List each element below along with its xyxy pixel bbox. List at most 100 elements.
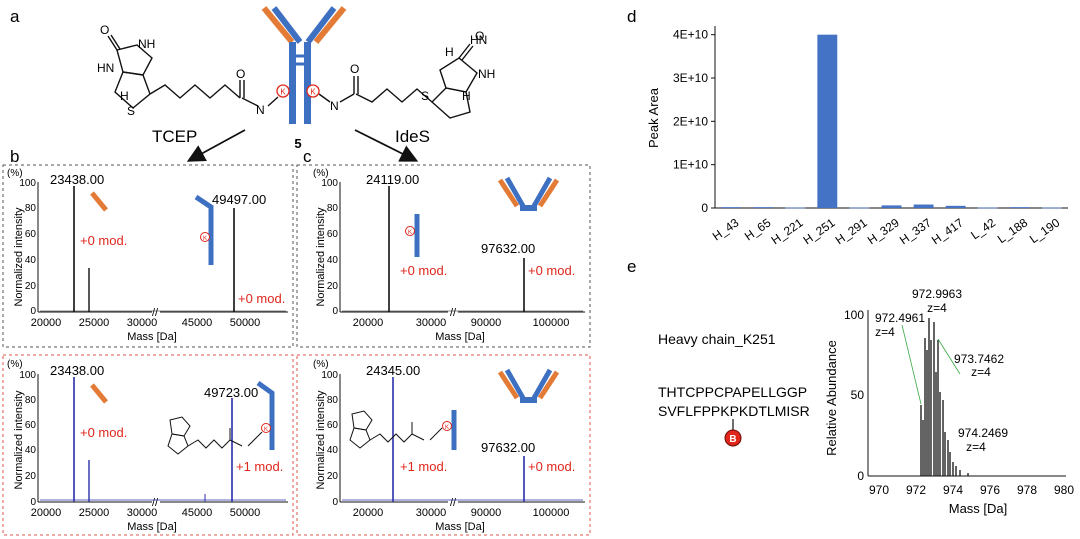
box-b-top — [2, 164, 294, 348]
mod-label-2: +0 mod. — [528, 263, 575, 278]
svg-text:60: 60 — [25, 229, 37, 240]
atom-h-left: H — [120, 89, 129, 103]
svg-text:976: 976 — [980, 483, 1000, 497]
x-axis-label: Mass [Da] — [435, 331, 485, 343]
y-axis-label: Normalized intensity — [315, 207, 327, 307]
atom-hn-right: HN — [470, 33, 487, 47]
biotin-structure-left — [107, 34, 279, 109]
heavy-chain-icon — [256, 380, 275, 450]
atom-o-left: O — [100, 23, 109, 37]
svg-text:30000: 30000 — [127, 317, 158, 329]
svg-text:0: 0 — [332, 306, 338, 317]
box-b-bottom — [2, 354, 294, 536]
svg-text:30000: 30000 — [416, 317, 447, 329]
atom-h-right-top: H — [445, 45, 454, 59]
peak-label-1: 24345.00 — [366, 363, 420, 378]
svg-text:K: K — [264, 427, 268, 433]
atom-hn-left: HN — [97, 61, 114, 75]
svg-text:20000: 20000 — [31, 507, 62, 519]
y-tick-label: 4E+10 — [673, 28, 708, 42]
bar-h-251 — [817, 34, 838, 208]
mod-label-2: +0 mod. — [528, 459, 575, 474]
svg-text:80: 80 — [25, 203, 37, 214]
peak-label-1: 23438.00 — [50, 172, 104, 187]
svg-text:974: 974 — [943, 483, 963, 497]
x-axis-label: Mass [Da] — [435, 521, 485, 533]
svg-text:20: 20 — [327, 281, 339, 292]
box-c-bottom — [296, 354, 591, 536]
atom-o-amide-right: O — [350, 62, 359, 76]
x-tick-label: H_65 — [742, 215, 774, 243]
svg-text:40: 40 — [327, 255, 339, 266]
biotin-small-icon — [349, 410, 443, 449]
svg-text:100000: 100000 — [533, 317, 570, 329]
peptide-title: Heavy chain_K251 — [658, 331, 776, 347]
svg-text:40: 40 — [25, 255, 37, 266]
svg-text:K: K — [203, 236, 207, 242]
atom-nh-right: NH — [478, 67, 495, 81]
atom-nh-left-top: NH — [138, 37, 155, 51]
chart-bars — [721, 34, 1062, 209]
y-unit: (%) — [7, 359, 23, 370]
bar-l-190 — [1042, 207, 1062, 209]
svg-text:100: 100 — [19, 370, 36, 381]
biotin-structure-right — [318, 43, 478, 119]
svg-text:100: 100 — [321, 370, 338, 381]
svg-text:0: 0 — [332, 497, 338, 508]
x-tick-label: H_417 — [929, 215, 966, 247]
svg-text:20: 20 — [327, 471, 339, 482]
svg-text:100000: 100000 — [533, 507, 570, 519]
panel-label-a: a — [10, 7, 20, 26]
bar-h-221 — [785, 207, 806, 209]
ann-peak-4-z: z=4 — [966, 440, 986, 454]
ann-peak-3-z: z=4 — [971, 365, 991, 379]
svg-text:40: 40 — [327, 445, 339, 456]
chart-y-label: Peak Area — [646, 87, 661, 148]
x-axis-label: Mass [Da] — [127, 331, 177, 343]
svg-text:978: 978 — [1017, 483, 1037, 497]
x-tick-label: H_43 — [710, 215, 742, 243]
y-unit: (%) — [313, 359, 329, 370]
panel-e: e Heavy chain_K251 THTCPPCPAPELLGGP SVFL… — [627, 257, 1074, 516]
svg-text://: // — [450, 307, 457, 319]
svg-text:20000: 20000 — [353, 507, 384, 519]
svg-text:80: 80 — [327, 395, 339, 406]
panel-label-d: d — [627, 7, 636, 26]
x-tick-label: H_251 — [801, 215, 838, 247]
svg-text:0: 0 — [857, 469, 864, 483]
biotin-badge-label: B — [729, 434, 736, 445]
peak-label-1: 23438.00 — [50, 363, 104, 378]
peak-label-2: 97632.00 — [481, 440, 535, 455]
svg-text:60: 60 — [327, 229, 339, 240]
ann-peak-2-z: z=4 — [875, 325, 895, 339]
mod-label-1: +0 mod. — [400, 263, 447, 278]
x-tick-label: L_190 — [1027, 215, 1063, 246]
lysine-k-left: K — [280, 88, 286, 97]
svg-text:972: 972 — [906, 483, 926, 497]
label-tcep: TCEP — [152, 127, 197, 146]
ms-x-label: Mass [Da] — [949, 501, 1008, 516]
y-unit: (%) — [313, 168, 329, 179]
atom-nh-amide-left: N — [256, 103, 265, 117]
y-tick-label: 2E+10 — [673, 114, 708, 128]
peak-label-1: 24119.00 — [366, 172, 419, 187]
svg-text://: // — [152, 497, 159, 509]
bar-l-188 — [1009, 207, 1030, 208]
spectrum-c-top: (%) Normalized intensity // 0 20 40 60 8… — [313, 168, 585, 343]
svg-text:80: 80 — [25, 395, 37, 406]
antibody-icon — [261, 6, 347, 124]
biotin-badge-icon — [724, 429, 742, 447]
heavy-chain-icon — [194, 194, 214, 265]
y-tick-label: 0 — [701, 201, 708, 215]
atom-nh-amide-right: N — [330, 99, 339, 113]
arrow-ides — [354, 129, 419, 162]
atom-s-left: S — [127, 104, 135, 118]
atom-o-right: O — [475, 29, 484, 43]
mod-label-2: +1 mod. — [236, 459, 283, 474]
x-tick-label: H_329 — [865, 215, 902, 247]
svg-text:20000: 20000 — [353, 317, 384, 329]
ann-peak-1-mass: 972.9963 — [912, 287, 962, 301]
fab2-icon — [497, 176, 560, 211]
y-tick-label: 3E+10 — [673, 71, 708, 85]
